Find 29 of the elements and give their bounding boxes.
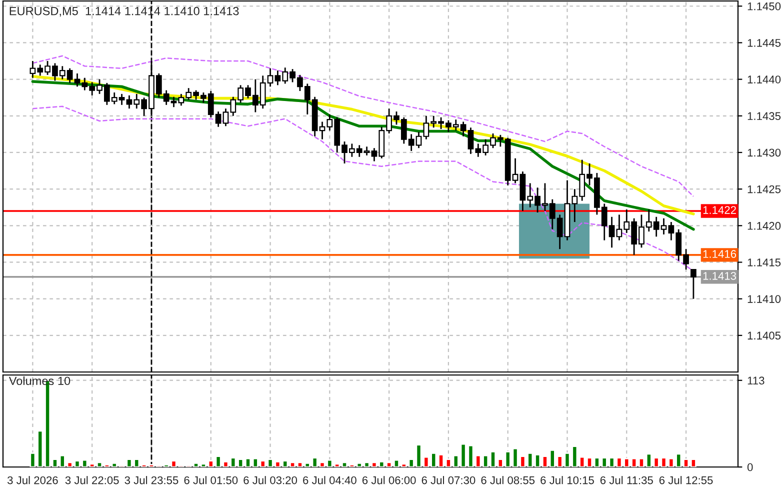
y-tick-label: 1.1440	[748, 76, 781, 84]
y-tick-label: 1.1430	[748, 148, 781, 157]
y-tick-label: 1.1435	[748, 112, 781, 120]
y-tick-label: 1.1425	[748, 185, 781, 194]
x-tick-label: 3 Jul 22:05	[65, 476, 119, 484]
y-tick-label: 1.1450	[748, 2, 781, 10]
x-tick-label: 6 Jul 07:30	[422, 476, 476, 484]
y-tick-label: 1.1420	[748, 222, 781, 230]
ref-line-label: 1.1416	[703, 250, 736, 258]
y-tick-label: 1.1415	[748, 258, 781, 266]
ref-line-label: 1.1422	[703, 206, 736, 214]
x-tick-label: 6 Jul 12:55	[659, 476, 713, 484]
ref-line-label: 1.1413	[703, 272, 736, 280]
y-tick-label: 113	[748, 376, 764, 384]
x-tick-label: 6 Jul 03:20	[244, 476, 298, 484]
x-tick-label: 6 Jul 01:50	[184, 476, 238, 484]
chart-title: EURUSD,M5 1.1414 1.1414 1.1410 1.1413	[10, 6, 239, 17]
y-tick-label: 1.1445	[748, 39, 781, 47]
x-tick-label: 6 Jul 11:35	[600, 476, 653, 484]
x-tick-label: 6 Jul 04:40	[303, 476, 356, 484]
y-tick-label: 1.1410	[748, 295, 781, 303]
x-tick-label: 6 Jul 10:15	[540, 476, 594, 484]
x-tick-label: 3 Jul 2026	[7, 476, 58, 484]
x-tick-label: 6 Jul 08:55	[481, 476, 535, 484]
y-tick-label: 1.1405	[748, 332, 781, 340]
x-tick-label: 3 Jul 23:55	[124, 476, 178, 484]
chart-title: Volumes 10	[8, 376, 70, 386]
x-tick-label: 6 Jul 06:00	[362, 476, 416, 484]
y-tick-label: 0	[747, 463, 753, 472]
